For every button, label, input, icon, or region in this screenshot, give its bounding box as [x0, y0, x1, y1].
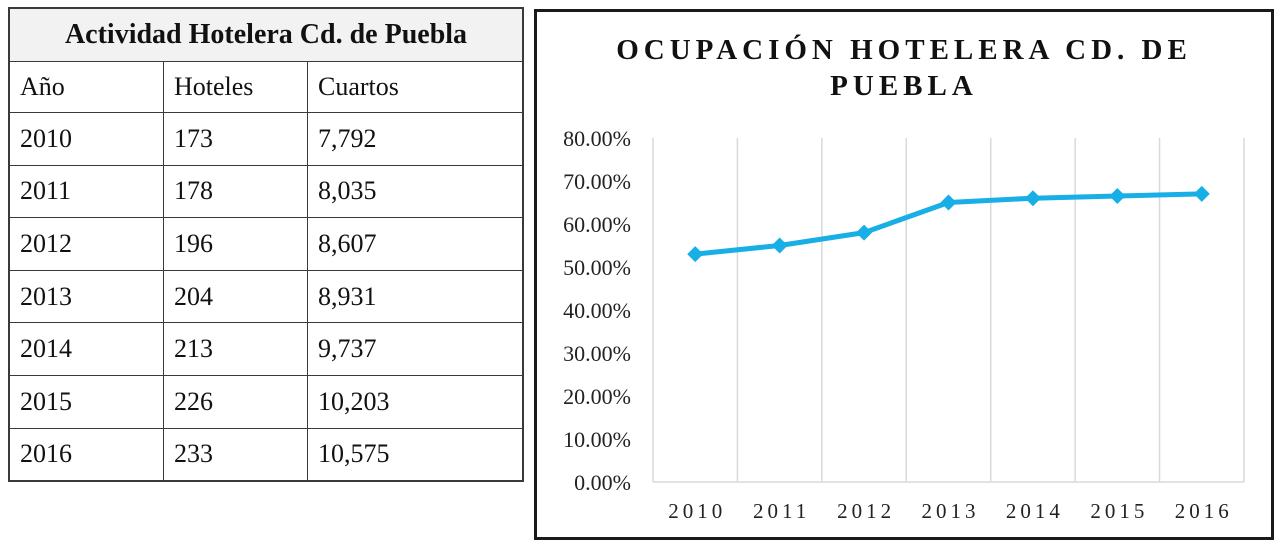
x-tick-label: 2015: [1090, 499, 1148, 523]
y-tick-label: 0.00%: [574, 470, 631, 495]
cell-year: 2016: [10, 427, 164, 480]
chart-title: OCUPACIÓN HOTELERA CD. DE PUEBLA: [537, 32, 1271, 104]
data-point-marker: [687, 246, 704, 263]
cell-hotels: 233: [163, 427, 308, 480]
cell-year: 2014: [10, 322, 164, 376]
table-row: 2016 233 10,575: [10, 427, 522, 480]
cell-year: 2012: [10, 217, 164, 271]
cell-hotels: 173: [163, 112, 308, 166]
x-tick-label: 2013: [922, 499, 980, 523]
x-tick-label: 2011: [753, 499, 810, 523]
y-tick-label: 40.00%: [563, 298, 631, 323]
chart-title-line: OCUPACIÓN HOTELERA CD. DE: [616, 34, 1192, 66]
hotel-activity-table: Actividad Hotelera Cd. de Puebla Año Hot…: [8, 7, 524, 482]
cell-hotels: 226: [163, 375, 308, 429]
data-point-marker: [1024, 190, 1041, 207]
data-point-marker: [856, 224, 873, 241]
cell-rooms: 8,607: [307, 217, 522, 271]
table-row: 2013 204 8,931: [10, 269, 522, 323]
table-row: 2010 173 7,792: [10, 112, 522, 166]
cell-hotels: 204: [163, 269, 308, 323]
cell-rooms: 8,035: [307, 164, 522, 218]
data-point-marker: [940, 194, 957, 211]
cell-rooms: 7,792: [307, 112, 522, 166]
data-point-marker: [1109, 188, 1126, 205]
cell-year: 2015: [10, 375, 164, 429]
cell-rooms: 8,931: [307, 269, 522, 323]
x-tick-label: 2014: [1006, 499, 1064, 523]
table-row: 2015 226 10,203: [10, 375, 522, 429]
header-hotels: Hoteles: [163, 61, 308, 113]
y-tick-label: 30.00%: [563, 341, 631, 366]
occupancy-chart: OCUPACIÓN HOTELERA CD. DE PUEBLA 0.00% 10…: [534, 9, 1274, 540]
line-chart: 0.00% 10.00% 20.00% 30.00% 40.00% 50.00% 60.00…: [563, 126, 1245, 523]
table-row: 2012 196 8,607: [10, 217, 522, 271]
y-tick-label: 60.00%: [563, 212, 631, 237]
table: Actividad Hotelera Cd. de Puebla Año Hot…: [10, 9, 522, 480]
x-tick-label: 2010: [668, 499, 726, 523]
y-tick-label: 80.00%: [563, 126, 631, 151]
cell-hotels: 196: [163, 217, 308, 271]
header-rooms: Cuartos: [307, 61, 522, 113]
cell-year: 2011: [10, 164, 164, 218]
y-tick-label: 70.00%: [563, 169, 631, 194]
cell-rooms: 9,737: [307, 322, 522, 376]
y-tick-label: 20.00%: [563, 384, 631, 409]
x-tick-label: 2016: [1175, 499, 1233, 523]
header-year: Año: [10, 61, 164, 113]
y-tick-label: 10.00%: [563, 427, 631, 452]
table-row: 2014 213 9,737: [10, 322, 522, 376]
table-header-row: Año Hoteles Cuartos: [10, 61, 522, 113]
cell-year: 2010: [10, 112, 164, 166]
cell-rooms: 10,203: [307, 375, 522, 429]
y-tick-label: 50.00%: [563, 255, 631, 280]
table-row: 2011 178 8,035: [10, 164, 522, 218]
data-point-marker: [1193, 185, 1210, 202]
cell-rooms: 10,575: [307, 427, 522, 480]
cell-year: 2013: [10, 269, 164, 323]
table-title: Actividad Hotelera Cd. de Puebla: [10, 9, 522, 62]
chart-title-line: PUEBLA: [830, 70, 978, 102]
cell-hotels: 213: [163, 322, 308, 376]
data-point-marker: [771, 237, 788, 254]
x-tick-label: 2012: [837, 499, 895, 523]
cell-hotels: 178: [163, 164, 308, 218]
